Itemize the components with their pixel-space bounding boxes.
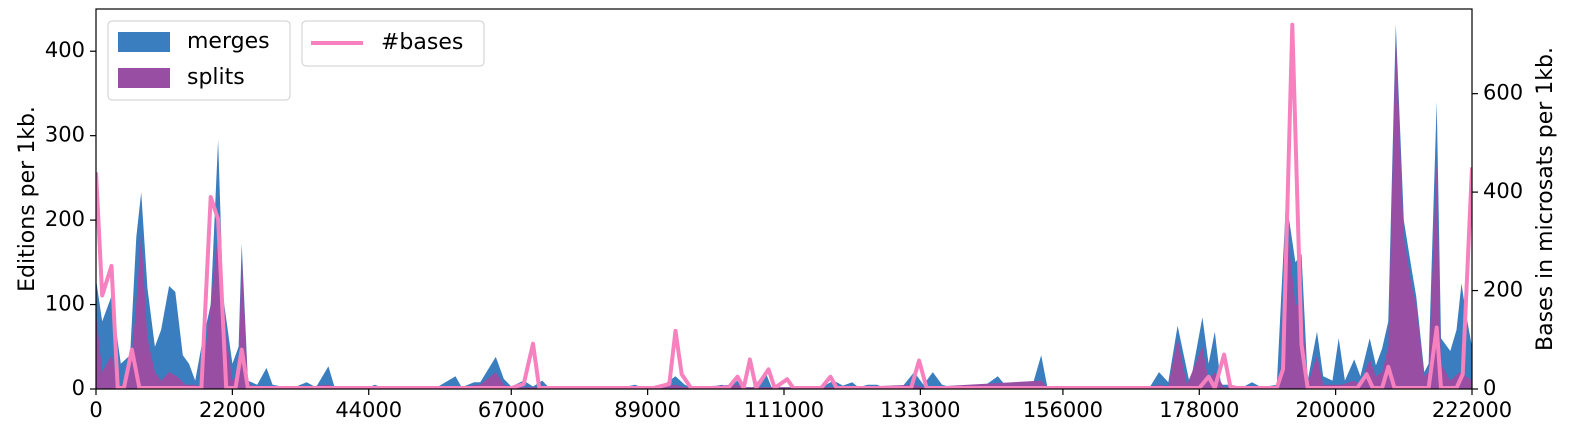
y-right-tick-label: 0 <box>1483 376 1496 400</box>
series-merges-area <box>96 24 1472 389</box>
legend-left: merges splits <box>107 20 291 101</box>
y-right-tick-label: 400 <box>1483 179 1523 203</box>
plot-frame <box>95 8 1473 390</box>
y-axis-left: 0 100 200 300 400 <box>45 38 96 400</box>
x-tick-label: 67000 <box>478 398 545 422</box>
x-tick-label: 200000 <box>1296 398 1376 422</box>
legend-right: #bases <box>301 20 485 67</box>
y-left-tick-label: 100 <box>45 292 85 316</box>
x-tick-label: 222000 <box>1432 398 1512 422</box>
y-left-tick-label: 300 <box>45 123 85 147</box>
legend-label-merges: merges <box>187 29 270 54</box>
x-tick-label: 89000 <box>614 398 681 422</box>
x-tick-label: 133000 <box>880 398 960 422</box>
x-tick-label: 178000 <box>1159 398 1239 422</box>
x-axis: 0 22000 44000 67000 89000 111000 133000 156000 1… <box>89 389 1512 422</box>
x-tick-label: 0 <box>89 398 102 422</box>
plot-area <box>96 22 1472 389</box>
legend-label-bases: #bases <box>381 30 463 55</box>
legend-label-splits: splits <box>187 65 245 90</box>
y-left-tick-label: 200 <box>45 207 85 231</box>
series-bases-line <box>96 22 1472 389</box>
y-left-tick-label: 0 <box>72 376 85 400</box>
x-tick-label: 111000 <box>744 398 824 422</box>
legend-swatch-splits <box>118 68 170 88</box>
y-right-tick-label: 200 <box>1483 278 1523 302</box>
y-axis-left-label: Editions per 1kb. <box>15 106 40 292</box>
y-axis-right: 0 200 400 600 <box>1472 81 1523 400</box>
series-splits-area <box>96 34 1472 389</box>
legend-swatch-merges <box>118 32 170 52</box>
x-tick-label: 44000 <box>335 398 402 422</box>
x-tick-label: 22000 <box>199 398 266 422</box>
y-right-tick-label: 600 <box>1483 81 1523 105</box>
y-left-tick-label: 400 <box>45 38 85 62</box>
legend-right-box <box>301 20 485 67</box>
y-axis-right-label: Bases in microsats per 1kb. <box>1533 47 1558 351</box>
x-tick-label: 156000 <box>1023 398 1103 422</box>
